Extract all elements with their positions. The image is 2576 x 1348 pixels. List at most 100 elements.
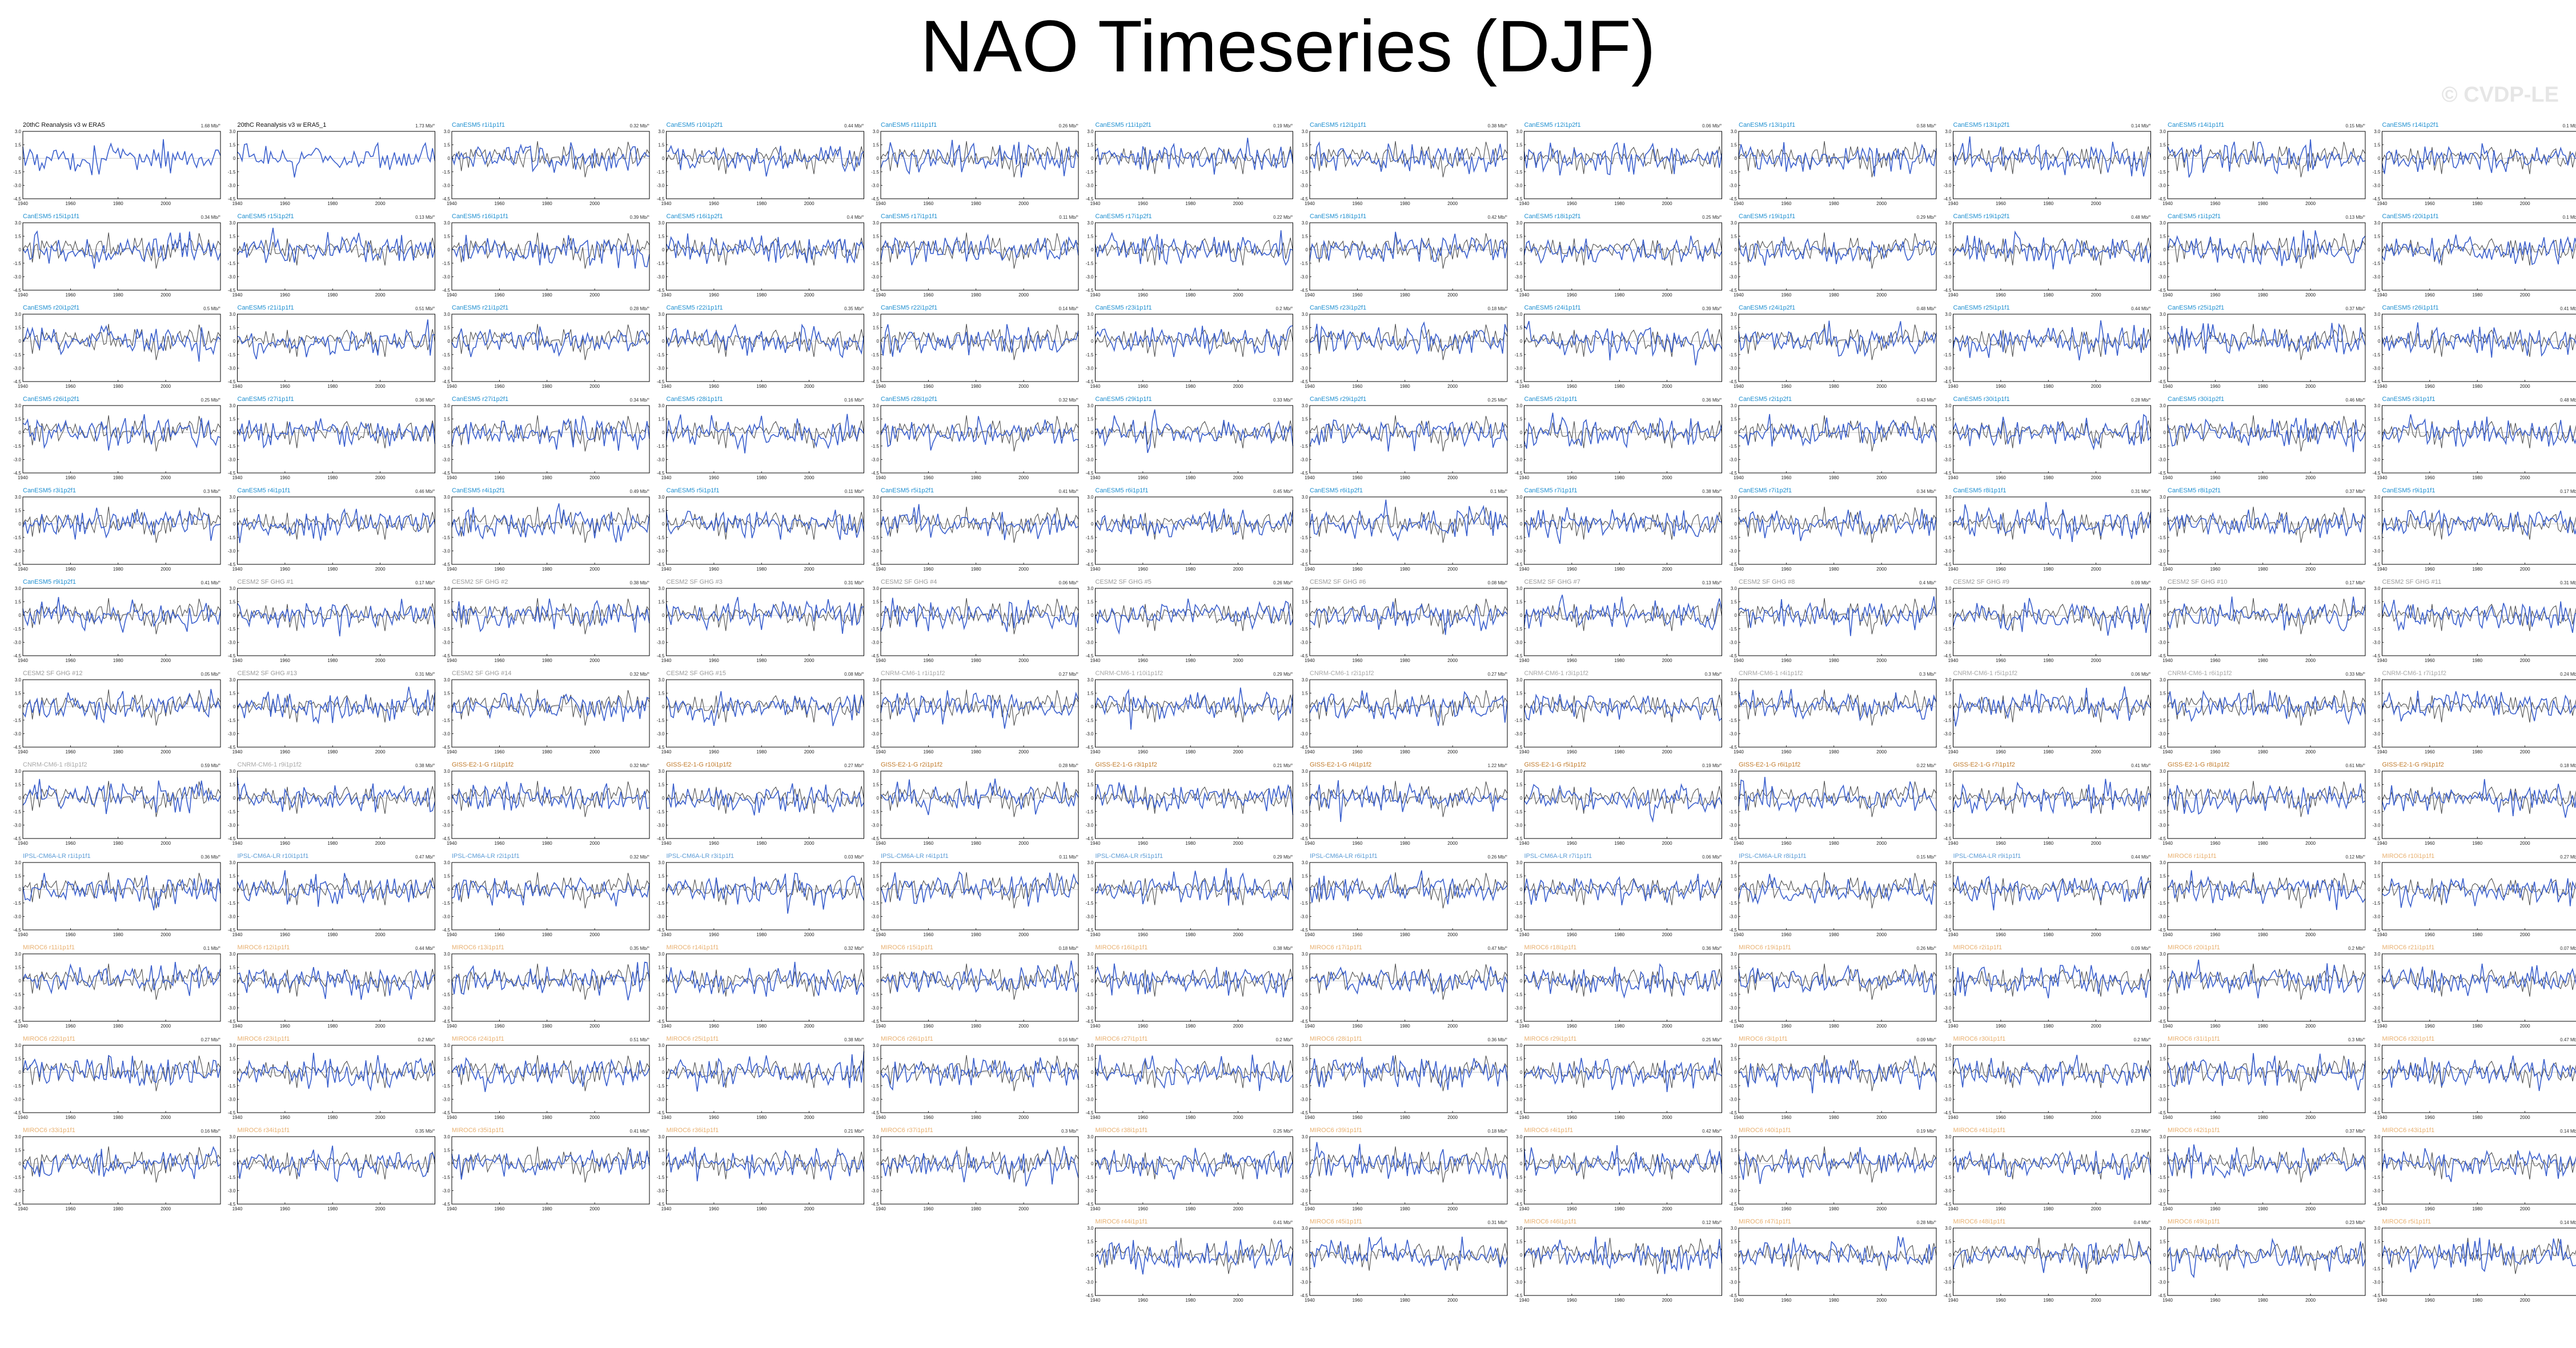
x-tick-label: 1940 xyxy=(1090,1024,1101,1029)
panel-title: IPSL-CM6A-LR r5i1p1f1 xyxy=(1096,853,1163,860)
panel-title: MIROC6 r34i1p1f1 xyxy=(238,1127,290,1134)
y-tick-label: -3.0 xyxy=(442,914,450,919)
x-tick-label: 1980 xyxy=(2043,1298,2053,1303)
model-series-line xyxy=(1523,693,1723,722)
x-tick-label: 1940 xyxy=(18,749,28,755)
y-tick-label: 3.0 xyxy=(873,312,880,317)
x-tick-label: 2000 xyxy=(2091,749,2101,755)
model-series-line xyxy=(1524,507,1722,544)
x-tick-label: 1940 xyxy=(661,749,672,755)
y-tick-label: 1.5 xyxy=(444,1148,451,1153)
panel-frame xyxy=(1524,953,1722,1022)
y-tick-label: 1.5 xyxy=(2374,234,2381,239)
y-tick-label: 0 xyxy=(448,613,451,618)
model-series-line xyxy=(2381,779,2576,818)
model-series-line xyxy=(2167,689,2366,725)
y-tick-label: -3.0 xyxy=(442,366,450,371)
y-tick-label: 0 xyxy=(1735,156,1738,161)
panel-stat: 0.05 Mb/° xyxy=(201,672,220,677)
panel-title: CanESM5 r4i1p1f1 xyxy=(238,487,291,494)
y-tick-label: 0 xyxy=(2164,339,2166,344)
panel-stat: 0.46 Mb/° xyxy=(415,489,435,494)
y-tick-label: 3.0 xyxy=(2374,1226,2381,1231)
panel-title: IPSL-CM6A-LR r10i1p1f1 xyxy=(238,853,309,860)
y-tick-label: 3.0 xyxy=(2160,129,2166,134)
nao-panel: CESM2 SF GHG #12 0.05 Mb/°3.01.50-1.5-3.0… xyxy=(13,670,221,755)
y-tick-label: 3.0 xyxy=(1945,952,1952,957)
nao-panel: CanESM5 r19i1p1f1 0.29 Mb/°3.01.50-1.5-3.… xyxy=(1729,213,1937,298)
panel-title: CanESM5 r21i1p1f1 xyxy=(238,304,294,311)
y-tick-label: 3.0 xyxy=(658,129,665,134)
panel-frame xyxy=(451,1136,650,1205)
x-tick-label: 1960 xyxy=(2210,749,2220,755)
panel-title: MIROC6 r28i1p1f1 xyxy=(1310,1036,1362,1042)
model-series-line xyxy=(1094,1054,1294,1092)
y-tick-label: 1.5 xyxy=(229,1148,236,1153)
obs-series-line xyxy=(22,232,221,269)
y-tick-label: 3.0 xyxy=(1945,1134,1952,1140)
panel-frame xyxy=(666,405,864,474)
y-tick-label: 0 xyxy=(1091,247,1094,252)
x-tick-label: 1980 xyxy=(327,292,338,298)
y-tick-label: 3.0 xyxy=(229,312,236,317)
y-tick-label: -1.5 xyxy=(2373,718,2381,723)
x-tick-label: 1960 xyxy=(494,658,504,663)
x-tick-label: 1940 xyxy=(661,1206,672,1211)
y-tick-label: 1.5 xyxy=(1302,783,1309,788)
x-tick-label: 1960 xyxy=(280,201,290,206)
x-tick-label: 1980 xyxy=(1400,1298,1410,1303)
y-tick-label: 0 xyxy=(1735,978,1738,984)
y-tick-label: -1.5 xyxy=(2373,809,2381,815)
y-tick-label: -4.5 xyxy=(1300,379,1308,384)
nao-panel: IPSL-CM6A-LR r2i1p1f1 0.32 Mb/°3.01.50-1.… xyxy=(442,853,650,937)
y-tick-label: 0 xyxy=(19,1161,22,1166)
panel-title: CanESM5 r5i1p1f1 xyxy=(667,487,720,494)
panel-title: CanESM5 r8i1p1f1 xyxy=(1953,487,2007,494)
y-tick-label: -4.5 xyxy=(1086,745,1094,750)
panel-frame xyxy=(451,1045,650,1113)
x-tick-label: 1980 xyxy=(2258,1024,2268,1029)
y-tick-label: -4.5 xyxy=(2158,196,2166,202)
y-tick-label: 3.0 xyxy=(2374,677,2381,683)
x-tick-label: 1940 xyxy=(2377,567,2388,572)
x-tick-label: 2000 xyxy=(161,932,171,937)
y-tick-label: 3.0 xyxy=(2160,769,2166,774)
y-tick-label: 0 xyxy=(1735,796,1738,801)
y-tick-label: 3.0 xyxy=(229,1134,236,1140)
y-tick-label: 0 xyxy=(662,887,665,892)
x-tick-label: 1940 xyxy=(1519,658,1530,663)
panel-title: CanESM5 r22i1p1f1 xyxy=(667,304,723,311)
y-tick-label: 0 xyxy=(2378,156,2381,161)
y-tick-label: -3.0 xyxy=(1729,1279,1737,1285)
x-tick-label: 2000 xyxy=(1233,292,1243,298)
y-tick-label: -4.5 xyxy=(1729,1293,1737,1298)
x-tick-label: 1940 xyxy=(2162,1115,2173,1120)
obs-series-line xyxy=(1952,877,2152,905)
y-tick-label: -1.5 xyxy=(1944,352,1952,358)
panel-stat: 1.68 Mb/° xyxy=(201,123,220,129)
y-tick-label: 3.0 xyxy=(1302,860,1309,865)
y-tick-label: 3.0 xyxy=(2374,860,2381,865)
y-tick-label: 0 xyxy=(233,156,236,161)
x-tick-label: 1960 xyxy=(1567,1115,1577,1120)
obs-series-line xyxy=(22,872,221,909)
y-tick-label: -1.5 xyxy=(2158,170,2166,175)
y-tick-label: 3.0 xyxy=(2374,952,2381,957)
y-tick-label: 0 xyxy=(2378,339,2381,344)
panel-title: CanESM5 r30i1p2f1 xyxy=(2168,396,2224,403)
x-tick-label: 1960 xyxy=(280,1024,290,1029)
y-tick-label: -3.0 xyxy=(657,731,665,736)
panel-stat: 0.27 Mb/° xyxy=(2560,854,2576,860)
y-tick-label: -3.0 xyxy=(871,1097,879,1102)
x-tick-label: 1960 xyxy=(1138,1298,1148,1303)
y-tick-label: 0 xyxy=(1949,156,1952,161)
x-tick-label: 2000 xyxy=(375,1115,386,1120)
x-tick-label: 1980 xyxy=(1829,1298,1839,1303)
y-tick-label: -4.5 xyxy=(2158,928,2166,933)
panel-title: IPSL-CM6A-LR r6i1p1f1 xyxy=(1310,853,1378,860)
x-tick-label: 1980 xyxy=(2258,1115,2268,1120)
x-tick-label: 1960 xyxy=(2210,932,2220,937)
y-tick-label: -3.0 xyxy=(2373,823,2381,828)
x-tick-label: 2000 xyxy=(804,658,814,663)
y-tick-label: -3.0 xyxy=(13,457,21,462)
